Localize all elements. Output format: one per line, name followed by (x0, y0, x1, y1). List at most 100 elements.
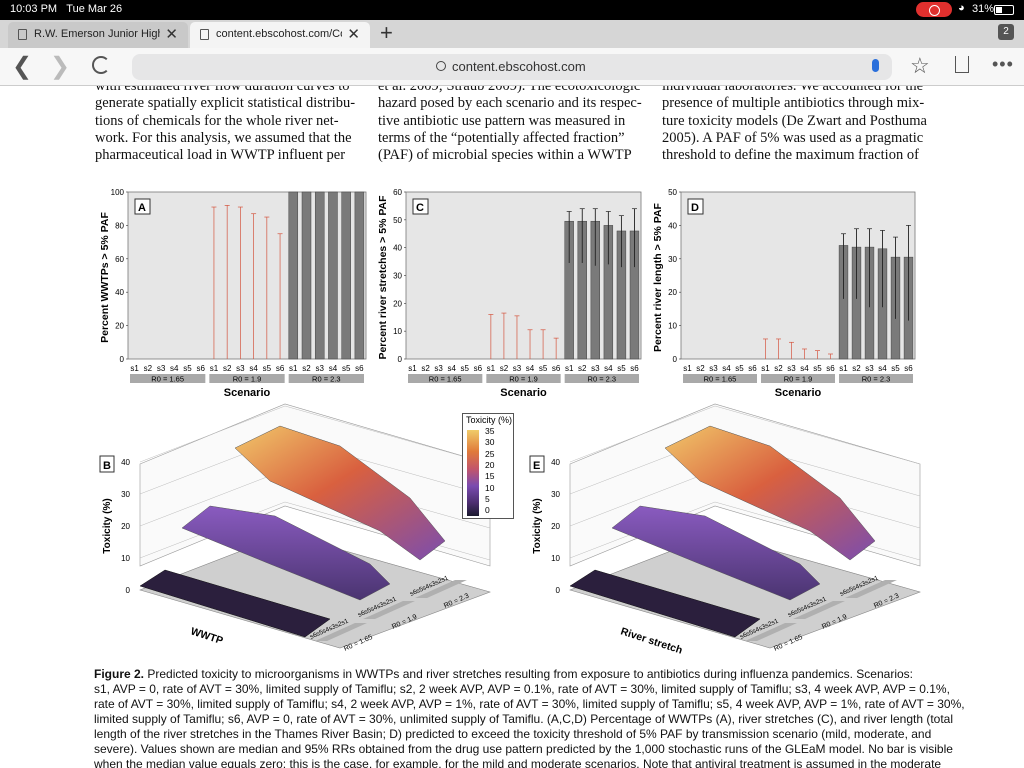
text-line: 2005). A PAF of 5% was used as a pragmat… (662, 129, 924, 146)
x-tick-label: s4 (249, 364, 258, 373)
group-band (745, 623, 797, 641)
r0-group-label: R0 = 2.3 (312, 375, 341, 384)
surface-low (569, 569, 761, 638)
r0-group-label: R0 = 2.3 (588, 375, 617, 384)
tab-emerson[interactable]: R.W. Emerson Junior High S ✕ (8, 22, 188, 48)
tab-count-button[interactable]: 2 (998, 24, 1014, 40)
r0-group-band (408, 374, 483, 383)
x-tick-label: s3 (787, 364, 796, 373)
plot-area (405, 191, 642, 360)
microphone-icon[interactable] (872, 59, 879, 72)
y-tick-label: 0 (398, 355, 403, 364)
back-button[interactable]: ❮ (12, 53, 33, 80)
surface-mid (181, 505, 391, 601)
x-tick-label: s1 (839, 364, 848, 373)
y-tick-label: 60 (393, 188, 402, 197)
x-tick-label: s3 (865, 364, 874, 373)
x-tick-label: s6 (276, 364, 285, 373)
text-line: individual laboratories. We accounted fo… (662, 86, 924, 94)
group-band (363, 601, 415, 619)
figure-caption: Figure 2. Predicted toxicity to microorg… (94, 667, 965, 768)
share-icon[interactable] (955, 56, 969, 73)
r0-group-label: R0 = 1.65 (151, 375, 184, 384)
x-tick-label: s2 (421, 364, 430, 373)
x-tick-label: s3 (236, 364, 245, 373)
x-tick-label: s5 (342, 364, 351, 373)
tab-ebscohost[interactable]: content.ebscohost.com/Co ✕ (190, 22, 370, 48)
gridline (569, 469, 716, 527)
z-tick-label: 30 (121, 490, 130, 499)
z-tick-label: 40 (121, 458, 130, 467)
x-tick-label: s3 (591, 364, 600, 373)
x-tick-label: s6 (355, 364, 364, 373)
r0-group-band (288, 374, 364, 383)
x-tick-label: s3 (434, 364, 443, 373)
y-tick-label: 30 (393, 272, 402, 281)
x-tick-label: s3 (157, 364, 166, 373)
tab-label: content.ebscohost.com/Co (216, 28, 342, 40)
new-tab-button[interactable]: + (380, 20, 393, 45)
wifi-icon: ◕ (958, 2, 965, 14)
r0-group-band (209, 374, 285, 383)
plot-area (127, 191, 367, 360)
y-tick-label: 30 (668, 255, 677, 264)
legend-tick: 30 (485, 437, 495, 448)
y-tick-label: 40 (668, 221, 677, 230)
panel-letter: D (691, 202, 699, 214)
r0-group-band (486, 374, 561, 383)
x-tick-label: s2 (223, 364, 232, 373)
text-line: hazard posed by each scenario and its re… (378, 95, 642, 112)
gridline (139, 405, 286, 463)
x-tick-label: s6 (748, 364, 757, 373)
legend-colorbar (467, 430, 479, 516)
x-tick-label: s4 (722, 364, 731, 373)
bar-panel-d: D 0 10 20 30 40 50 Percent river length > 5% PA… (652, 188, 916, 399)
y-axis-label: Percent river length > 5% PAF (652, 202, 664, 351)
z-axis-label: Toxicity (%) (532, 498, 543, 553)
caption-line: s1, AVP = 0, rate of AVT = 30%, limited … (94, 682, 950, 696)
z-axis-label: Toxicity (%) (102, 498, 113, 553)
site-info-icon[interactable] (436, 61, 446, 71)
z-tick-label: 0 (556, 586, 561, 595)
y-axis-label: Percent WWTPs > 5% PAF (99, 212, 111, 343)
x-tick-label: s6 (196, 364, 205, 373)
x-tick-label: s5 (183, 364, 192, 373)
legend-tick: 0 (485, 505, 490, 516)
text-line: threshold to define the maximum fraction… (662, 147, 919, 164)
z-tick-label: 20 (551, 522, 560, 531)
text-line: tions of chemicals for the whole river n… (95, 112, 339, 129)
x-tick-label: s5 (735, 364, 744, 373)
close-tab-icon[interactable]: ✕ (347, 26, 360, 43)
x-axis-label: Scenario (775, 387, 822, 399)
z-tick-label: 40 (551, 458, 560, 467)
x-tick-label: s4 (604, 364, 613, 373)
text-line: with estimated river flow duration curve… (95, 86, 350, 94)
status-bar: 10:03 PM Tue Mar 26 ◕ 31% (0, 0, 1024, 20)
x-tick-label: s2 (696, 364, 705, 373)
more-options-icon[interactable]: ••• (992, 54, 1014, 74)
screen-recording-icon[interactable] (916, 2, 952, 17)
x-tick-label: s6 (552, 364, 561, 373)
y-tick-label: 10 (393, 327, 402, 336)
tab-strip: R.W. Emerson Junior High S ✕ content.ebs… (0, 20, 1024, 48)
bookmark-star-icon[interactable]: ☆ (910, 53, 930, 78)
reload-button[interactable] (92, 56, 110, 74)
r0-group-label: R0 = 1.9 (233, 375, 262, 384)
y-tick-label: 0 (120, 355, 125, 364)
gridline (284, 405, 491, 465)
forward-button[interactable]: ❯ (50, 53, 71, 80)
y-tick-label: 50 (668, 188, 677, 197)
address-bar[interactable]: content.ebscohost.com (132, 54, 892, 80)
caption-line: Figure 2. Predicted toxicity to microorg… (94, 667, 913, 681)
status-time: 10:03 PM Tue Mar 26 (10, 3, 123, 15)
x-tick-label: s1 (210, 364, 219, 373)
x-tick-label: s5 (461, 364, 470, 373)
legend-tick: 35 (485, 426, 495, 436)
text-column-right: individual laboratories. We accounted fo… (662, 86, 927, 164)
close-tab-icon[interactable]: ✕ (165, 26, 178, 43)
battery-percent: 31% (972, 3, 995, 15)
plot-area (680, 191, 916, 360)
x-tick-label: s2 (302, 364, 311, 373)
